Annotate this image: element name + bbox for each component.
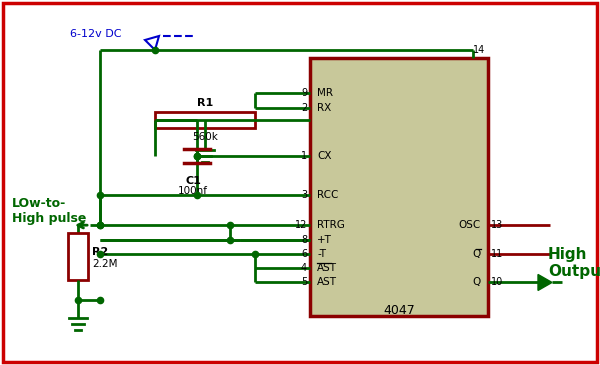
Text: 6-12v DC: 6-12v DC xyxy=(70,29,121,39)
Text: R2: R2 xyxy=(92,247,108,257)
Text: RTRG: RTRG xyxy=(317,220,345,230)
Text: 12: 12 xyxy=(295,220,307,230)
Text: 9: 9 xyxy=(301,88,307,98)
Text: 2.2M: 2.2M xyxy=(92,259,118,269)
Text: RX: RX xyxy=(317,103,331,113)
Text: 6: 6 xyxy=(301,249,307,259)
Text: AST: AST xyxy=(317,263,337,273)
Text: Q: Q xyxy=(473,277,481,288)
Text: 100nf: 100nf xyxy=(178,186,208,196)
Text: 1: 1 xyxy=(301,151,307,161)
Text: 11: 11 xyxy=(491,249,503,259)
Text: 2: 2 xyxy=(301,103,307,113)
Text: High
Output: High Output xyxy=(548,247,600,280)
Text: Q: Q xyxy=(473,249,481,259)
Text: MR: MR xyxy=(317,88,333,98)
Text: 8: 8 xyxy=(301,235,307,245)
Bar xyxy=(155,112,255,128)
Text: C1: C1 xyxy=(185,176,201,186)
Text: RCC: RCC xyxy=(317,190,338,200)
Text: 3: 3 xyxy=(301,190,307,200)
Text: OSC: OSC xyxy=(459,220,481,230)
Polygon shape xyxy=(538,274,552,291)
Text: AST: AST xyxy=(317,277,337,288)
Text: CX: CX xyxy=(317,151,331,161)
Text: 4047: 4047 xyxy=(383,304,415,316)
Text: LOw-to-
High pulse: LOw-to- High pulse xyxy=(12,197,86,225)
Text: 560k: 560k xyxy=(192,132,218,142)
Text: 13: 13 xyxy=(491,220,503,230)
Text: 5: 5 xyxy=(301,277,307,288)
Text: 4: 4 xyxy=(301,263,307,273)
Text: 10: 10 xyxy=(491,277,503,288)
Text: +T: +T xyxy=(317,235,332,245)
Bar xyxy=(68,233,88,280)
Bar xyxy=(310,58,488,316)
Text: R1: R1 xyxy=(197,98,213,108)
Text: 14: 14 xyxy=(473,45,485,55)
Text: -T: -T xyxy=(317,249,326,259)
